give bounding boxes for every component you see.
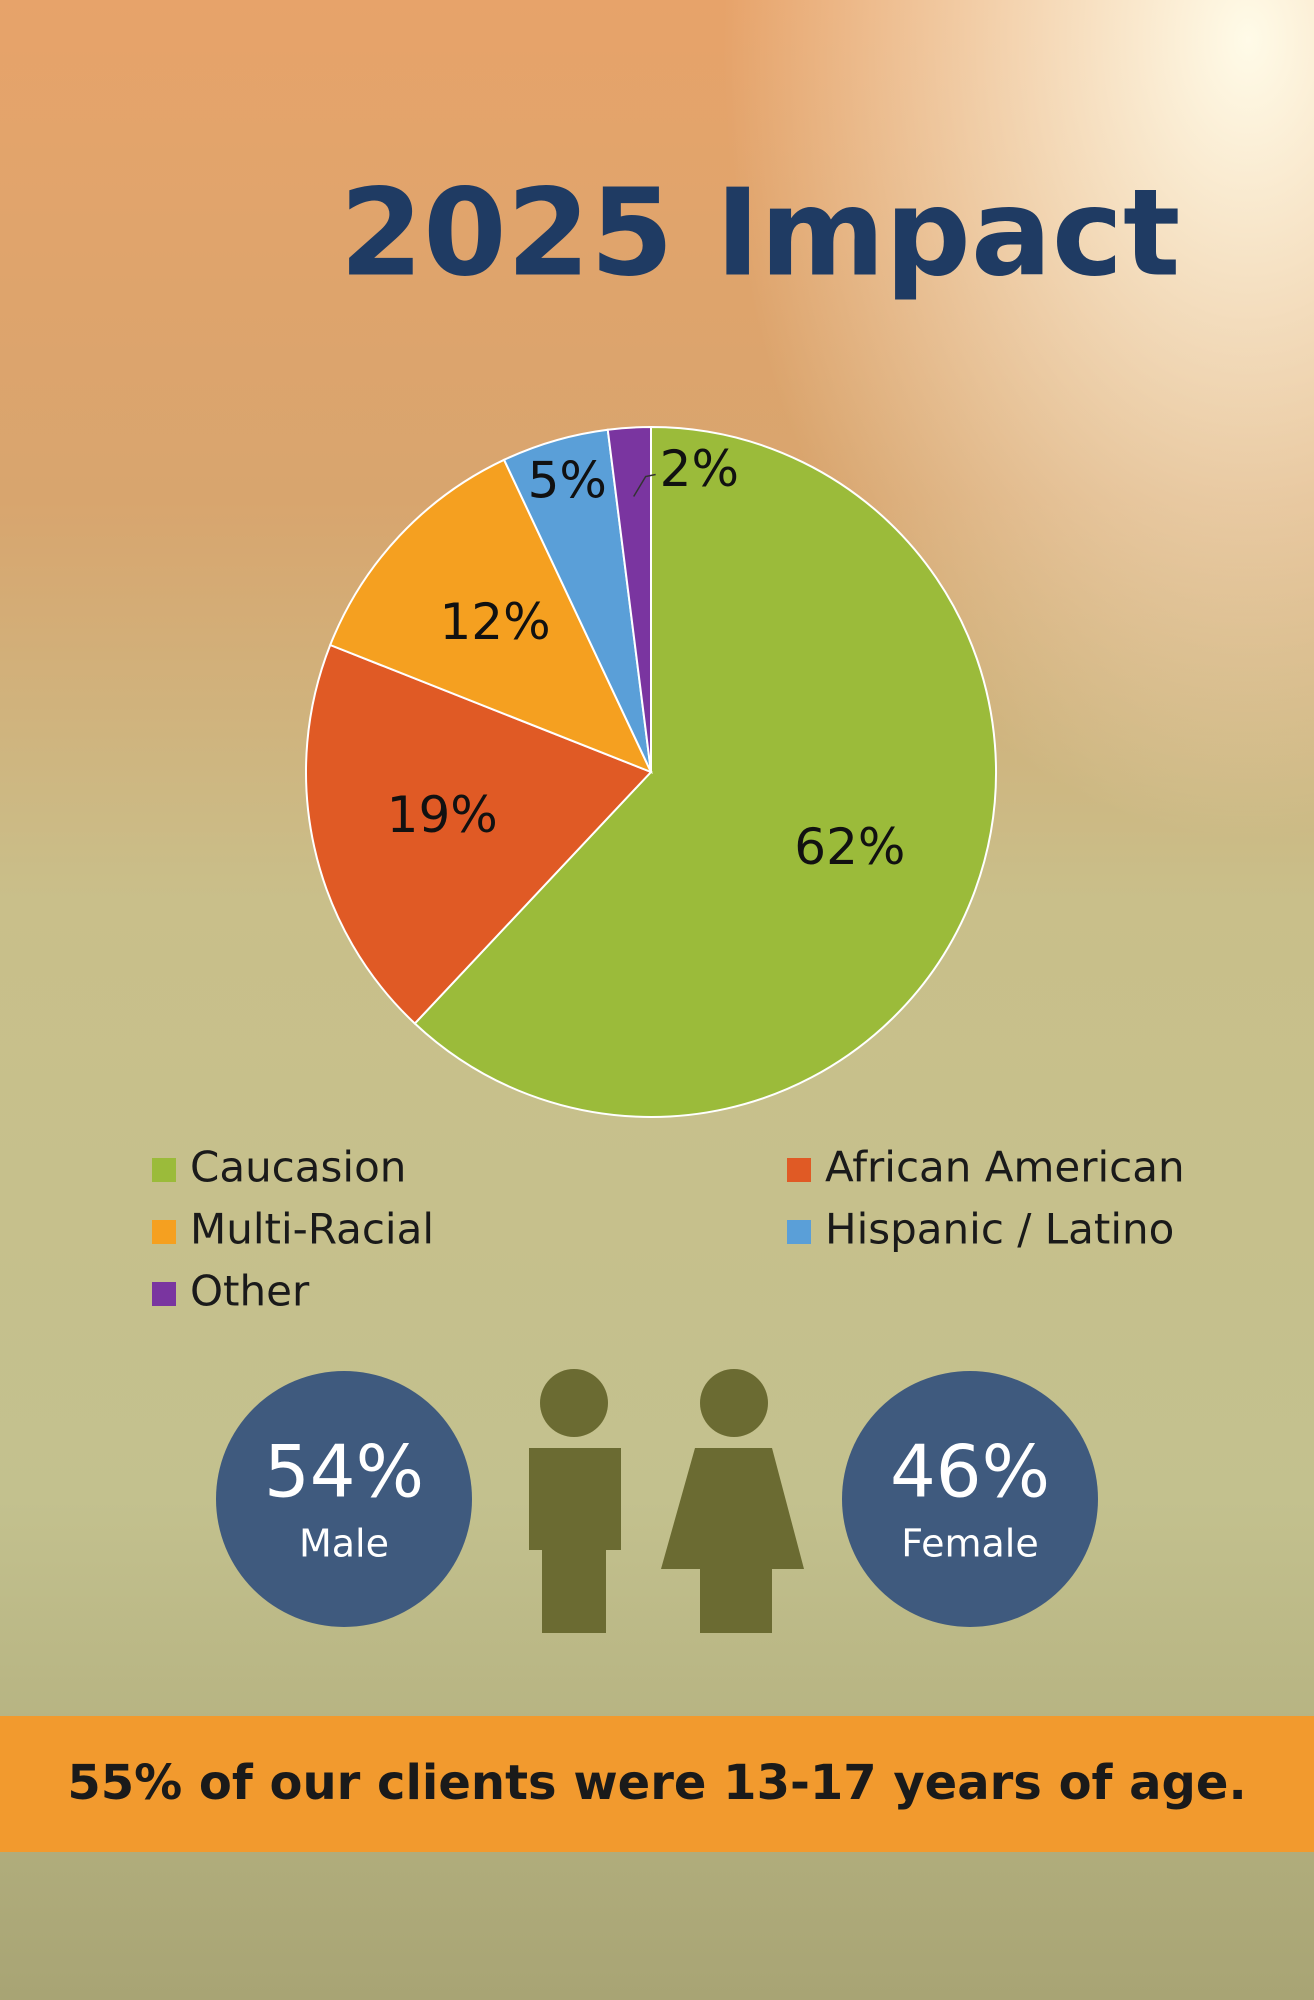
title: 2025 Impact xyxy=(340,165,1181,304)
male-icon-body xyxy=(529,1448,621,1633)
gender-circle xyxy=(216,1371,472,1627)
gender-label: Male xyxy=(299,1522,389,1566)
legend-label: Caucasion xyxy=(190,1143,406,1192)
legend-swatch xyxy=(787,1158,811,1182)
gender-percent: 46% xyxy=(890,1430,1050,1514)
data-label: 5% xyxy=(528,451,607,509)
data-label: 2% xyxy=(660,440,739,498)
pie-slice xyxy=(305,643,653,1025)
pie-slice xyxy=(328,458,653,774)
legend-swatch xyxy=(152,1282,176,1306)
legend-label: Other xyxy=(190,1267,310,1316)
female-icon-body xyxy=(661,1448,804,1633)
gender-percent: 54% xyxy=(264,1430,424,1514)
data-label: 19% xyxy=(387,786,498,844)
legend-label: Hispanic / Latino xyxy=(825,1205,1174,1254)
data-label: 62% xyxy=(794,818,905,876)
footer-text: 55% of our clients were 13-17 years of a… xyxy=(67,1755,1246,1811)
leader-line xyxy=(633,473,656,497)
legend-swatch xyxy=(787,1220,811,1244)
data-label: 12% xyxy=(440,593,551,651)
footer-band xyxy=(0,1716,1314,1852)
legend-swatch xyxy=(152,1220,176,1244)
male-icon-head xyxy=(540,1369,608,1437)
gender-circle xyxy=(842,1371,1098,1627)
legend-label: Multi-Racial xyxy=(190,1205,434,1254)
legend-swatch xyxy=(152,1158,176,1182)
female-icon-head xyxy=(700,1369,768,1437)
pie-slice xyxy=(413,425,998,1118)
pie-slice xyxy=(606,425,652,773)
legend-label: African American xyxy=(825,1143,1185,1192)
gender-label: Female xyxy=(901,1522,1038,1566)
